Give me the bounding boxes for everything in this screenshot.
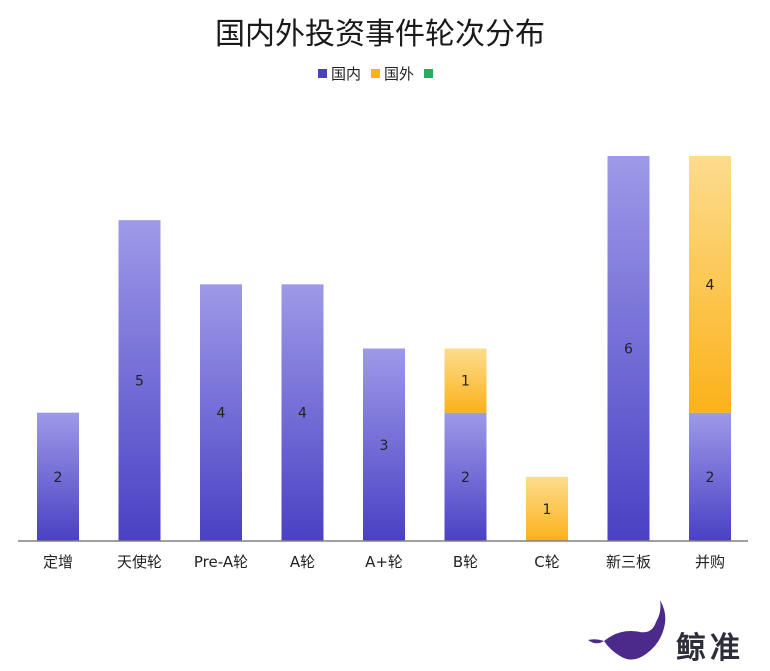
data-label: 5	[135, 374, 144, 390]
legend-label: 国内	[331, 65, 361, 83]
bar-foreign-6	[526, 476, 568, 541]
x-tick-label: A+轮	[365, 553, 403, 571]
legend-swatch	[371, 69, 380, 78]
data-label: 1	[543, 502, 552, 518]
brand-logo: 鲸准	[588, 600, 744, 666]
bar-domestic-0	[37, 412, 79, 541]
data-label: 6	[624, 342, 633, 358]
legend-swatch	[424, 69, 433, 78]
x-tick-label: A轮	[290, 553, 315, 571]
x-tick-label: 定增	[43, 553, 73, 571]
x-tick-label: 新三板	[606, 553, 651, 571]
bar-domestic-3	[281, 284, 324, 541]
legend: 国内 国外	[318, 65, 433, 83]
bar-domestic-4	[363, 348, 405, 541]
bar-domestic-5	[444, 412, 487, 541]
bar-foreign-8	[689, 156, 731, 413]
data-label: 2	[54, 470, 63, 486]
chart-title: 国内外投资事件轮次分布	[215, 17, 545, 52]
data-label: 2	[461, 470, 470, 486]
bar-domestic-2	[200, 284, 242, 541]
x-tick-label: C轮	[534, 553, 559, 571]
bar-domestic-8	[689, 412, 731, 541]
legend-label: 国外	[384, 65, 414, 83]
data-label: 4	[706, 277, 715, 293]
x-tick-label: Pre-A轮	[194, 553, 248, 571]
bar-domestic-7	[607, 156, 650, 541]
data-label: 1	[461, 374, 470, 390]
data-label: 2	[706, 470, 715, 486]
x-tick-label: B轮	[453, 553, 478, 571]
x-tick-label: 并购	[695, 553, 725, 571]
x-tick-label: 天使轮	[117, 553, 162, 571]
bar-domestic-1	[118, 220, 161, 541]
bar-foreign-5	[444, 348, 487, 413]
data-label: 3	[380, 438, 389, 454]
data-label: 4	[217, 406, 226, 422]
data-labels: 2 5 4 4 3 2 1 1 6 2 4	[54, 277, 715, 518]
bars	[37, 156, 731, 541]
brand-name: 鲸准	[676, 631, 744, 666]
x-tick-labels: 定增 天使轮 Pre-A轮 A轮 A+轮 B轮 C轮 新三板 并购	[43, 553, 725, 571]
whale-logo-icon	[588, 600, 666, 660]
legend-swatch	[318, 69, 327, 78]
data-label: 4	[298, 406, 307, 422]
